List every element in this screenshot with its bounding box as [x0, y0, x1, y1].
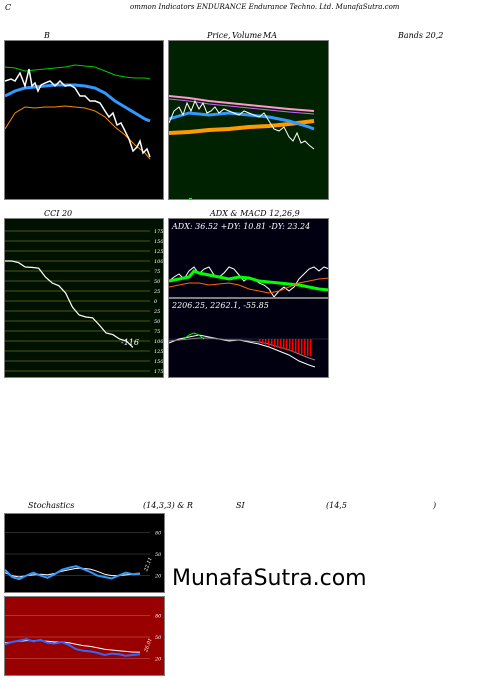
oscillator-tick-label: 80 — [155, 530, 162, 536]
rsi-line — [5, 638, 141, 657]
page-title: ommon Indicators ENDURANCE Endurance Tec… — [130, 3, 400, 11]
macd-histogram-bar — [283, 339, 285, 350]
cci-tick-label: 75 — [154, 269, 160, 275]
cci-chart: 175 150 125 100 75 50 25 0 25 50 75 100 125 150 175 — [5, 229, 164, 375]
volume-bar — [249, 199, 252, 200]
cci-tick-label: 150 — [154, 239, 164, 245]
rsi-ma-line — [5, 640, 140, 653]
cci-tick-label: 175 — [154, 369, 164, 375]
price-title: Price, — [207, 31, 231, 40]
cci-tick-label: 125 — [154, 249, 164, 255]
adx-chart — [169, 266, 328, 297]
macd-histogram-bar — [268, 339, 270, 346]
adx-values-text: ADX: 36.52 +DY: 10.81 -DY: 23.24 — [172, 222, 311, 231]
macd-histogram-bar — [307, 339, 309, 356]
oscillator-value-label: 22.11 — [143, 557, 154, 573]
stoch-k-line — [5, 565, 141, 581]
cci-value-label: -116 — [121, 338, 139, 347]
macd-green-line — [183, 332, 205, 340]
ma-title: MA — [263, 31, 277, 40]
watermark: MunafaSutra.com — [172, 566, 367, 591]
macd-histogram-bar — [262, 339, 264, 344]
cci-panel: 175 150 125 100 75 50 25 0 25 50 75 100 125 150 175 -1… — [4, 218, 164, 378]
bollinger-panel — [4, 40, 164, 200]
cci-tick-label: 50 — [154, 319, 161, 325]
oscillator-value-label: 26.01 — [143, 637, 154, 653]
cci-tick-label: 50 — [154, 279, 161, 285]
macd-histogram-bar — [265, 339, 267, 345]
cci-tick-label: 125 — [154, 349, 164, 355]
stochastics-title: Stochastics — [28, 501, 75, 510]
lower-band-line — [5, 105, 151, 160]
rsi-panel: 80 50 20 26.01 — [4, 596, 165, 676]
price-ma-chart — [169, 95, 315, 200]
macd-chart — [169, 332, 328, 368]
macd-histogram-bar — [304, 339, 306, 355]
cci-title: CCI 20 — [44, 209, 73, 218]
rsi-title: SI — [236, 501, 245, 510]
macd-histogram-bar — [277, 339, 279, 348]
oscillator-tick-label: 20 — [154, 657, 162, 663]
plus-di-line — [169, 269, 328, 292]
oscillator-tick-label: 50 — [155, 552, 162, 558]
macd-histogram-bar — [274, 339, 276, 347]
cci-tick-label: 150 — [154, 359, 164, 365]
ma-pink-line — [169, 95, 315, 112]
macd-histogram-bar — [289, 339, 291, 351]
cci-tick-label: 100 — [154, 259, 164, 265]
oscillator-tick-label: 20 — [154, 574, 162, 580]
price-line — [5, 68, 151, 158]
oscillator-tick-label: 50 — [155, 635, 162, 641]
bollinger-chart — [5, 64, 151, 160]
bollinger-title: B — [44, 31, 50, 40]
ma-purple-line — [169, 98, 315, 115]
cci-tick-label: 25 — [153, 309, 160, 315]
ma-blue-line — [169, 111, 315, 131]
price-close-line — [169, 99, 315, 150]
cci-line — [5, 260, 134, 348]
macd-histogram-bar — [298, 339, 300, 354]
macd-histogram-bar — [310, 339, 312, 357]
bands-title: Bands 20,2 — [398, 31, 444, 40]
cci-tick-label: 75 — [154, 329, 160, 335]
volume-title: Volume — [232, 31, 262, 40]
stochastics-params: (14,3,3) & R — [143, 501, 193, 510]
macd-histogram-bar — [295, 339, 297, 353]
volume-bar — [214, 199, 217, 200]
macd-histogram-bar — [286, 339, 288, 351]
macd-histogram-bar — [292, 339, 294, 352]
macd-histogram-bar — [280, 339, 282, 349]
cci-tick-label: 175 — [154, 229, 164, 235]
header-c: C — [5, 3, 12, 12]
macd-values-text: 2206.25, 2262.1, -55.85 — [172, 301, 269, 310]
macd-signal-line — [169, 337, 316, 361]
adx-macd-title: ADX & MACD 12,26,9 — [210, 209, 300, 218]
minus-di-line — [169, 277, 328, 294]
macd-histogram-bar — [259, 339, 261, 343]
ma-orange-band — [169, 119, 315, 135]
cci-tick-label: 0 — [154, 299, 158, 305]
cci-tick-label: 100 — [154, 339, 164, 345]
price-ma-panel — [168, 40, 329, 200]
macd-histogram-bar — [271, 339, 273, 347]
volume-bar — [189, 198, 192, 199]
macd-histogram-bar — [301, 339, 303, 355]
middle-band-line — [5, 83, 151, 123]
oscillator-tick-label: 80 — [155, 613, 162, 619]
macd-panel: 2206.25, 2262.1, -55.85 — [168, 298, 329, 378]
adx-panel: ADX: 36.52 +DY: 10.81 -DY: 23.24 — [168, 218, 329, 298]
cci-tick-label: 25 — [153, 289, 160, 295]
rsi-params: (14,5 — [326, 501, 347, 510]
rsi-params-close: ) — [433, 501, 437, 510]
stochastics-panel: 80 50 20 22.11 — [4, 513, 165, 593]
